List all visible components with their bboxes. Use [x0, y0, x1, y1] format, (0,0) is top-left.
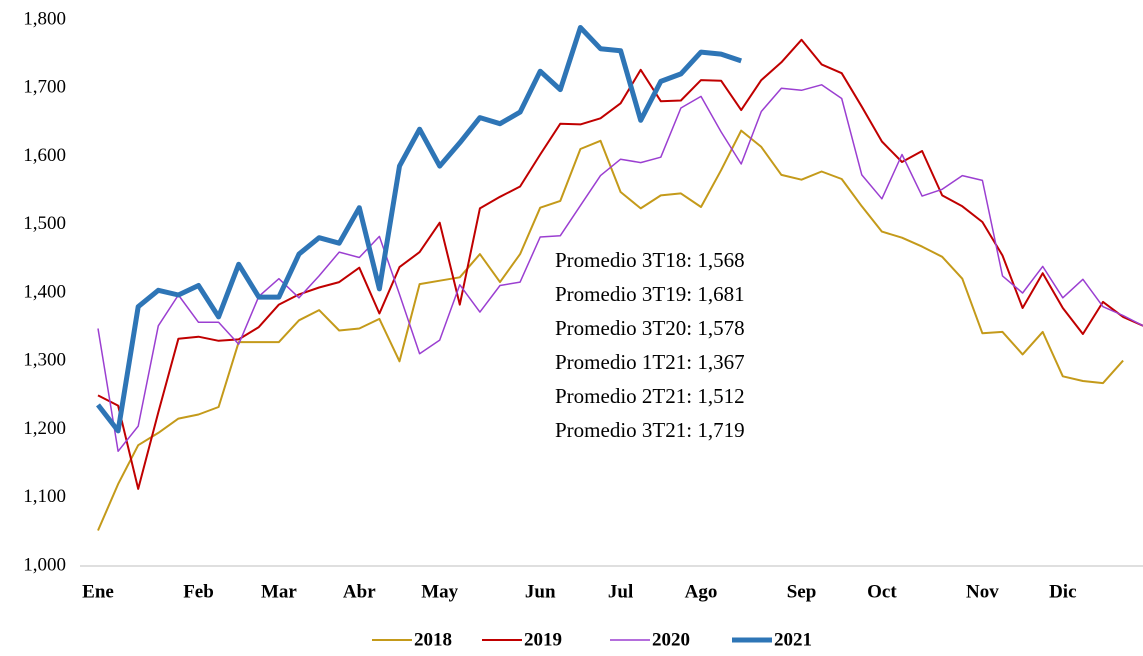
y-tick-label: 1,300 — [23, 350, 66, 371]
y-tick-label: 1,700 — [23, 77, 66, 98]
x-tick-label: Jun — [525, 581, 556, 602]
x-tick-label: Jul — [608, 581, 633, 602]
y-tick-label: 1,800 — [23, 8, 66, 29]
y-tick-label: 1,600 — [23, 145, 66, 166]
x-tick-label: Oct — [867, 581, 897, 602]
y-tick-label: 1,200 — [23, 418, 66, 439]
x-tick-label: Abr — [343, 581, 376, 602]
legend-label: 2020 — [652, 629, 690, 650]
x-tick-label: May — [421, 581, 458, 602]
y-tick-label: 1,000 — [23, 554, 66, 575]
annotation: Promedio 2T21: 1,512 — [555, 384, 745, 408]
series-line — [97, 38, 1143, 490]
annotation: Promedio 1T21: 1,367 — [555, 350, 745, 374]
legend-label: 2018 — [414, 629, 452, 650]
annotation: Promedio 3T19: 1,681 — [555, 282, 745, 306]
annotation: Promedio 3T21: 1,719 — [555, 418, 745, 442]
annotation: Promedio 3T18: 1,568 — [555, 248, 745, 272]
series-line — [96, 25, 743, 434]
legend-label: 2021 — [774, 629, 812, 650]
x-tick-label: Sep — [787, 581, 817, 602]
x-tick-label: Feb — [183, 581, 214, 602]
x-tick-label: Ago — [685, 581, 718, 602]
x-tick-label: Dic — [1049, 581, 1076, 602]
x-tick-label: Nov — [966, 581, 999, 602]
y-tick-label: 1,400 — [23, 281, 66, 302]
series-line — [97, 84, 1143, 453]
annotation: Promedio 3T20: 1,578 — [555, 316, 745, 340]
y-tick-label: 1,100 — [23, 486, 66, 507]
x-tick-label: Ene — [82, 581, 114, 602]
x-tick-label: Mar — [261, 581, 297, 602]
series-line — [97, 129, 1124, 531]
legend-label: 2019 — [524, 629, 562, 650]
y-tick-label: 1,500 — [23, 213, 66, 234]
